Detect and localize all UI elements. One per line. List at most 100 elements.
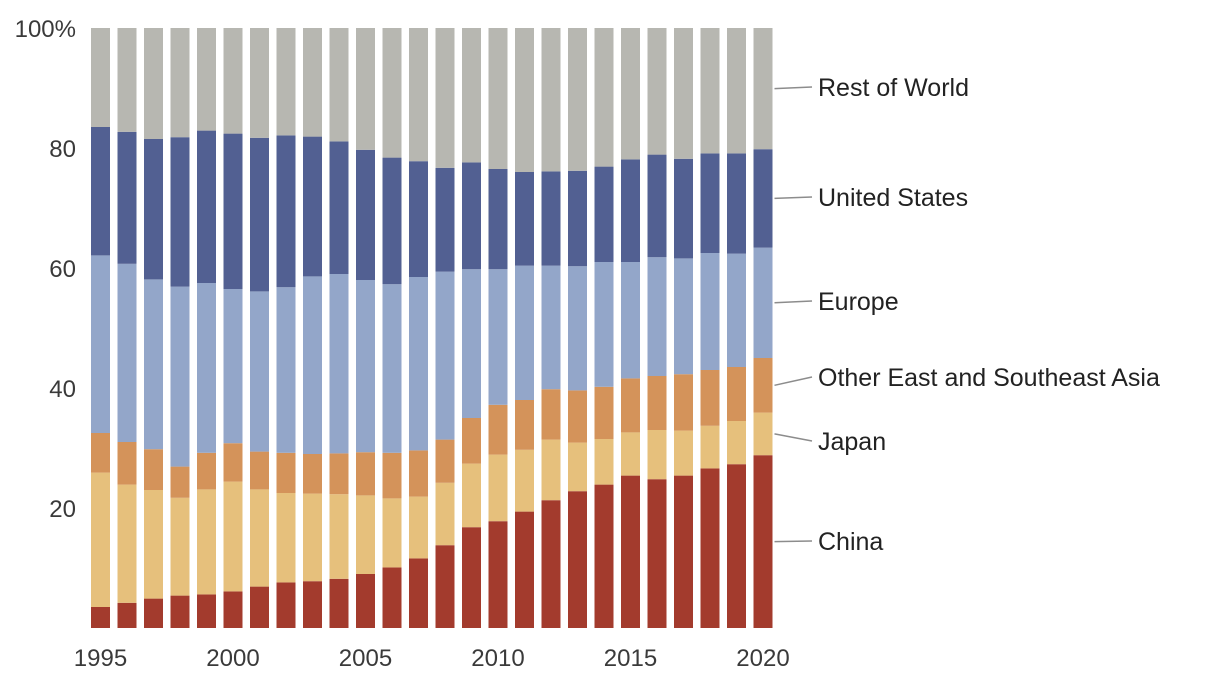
bar-europe-1999 bbox=[197, 283, 216, 453]
bar-other-east-and-southeast-asia-2012 bbox=[541, 389, 561, 440]
bar-united-states-1996 bbox=[117, 131, 137, 264]
bar-united-states-2015 bbox=[621, 159, 640, 262]
bar-united-states-2006 bbox=[382, 157, 402, 285]
bar-united-states-2017 bbox=[674, 158, 693, 259]
bar-china-2011 bbox=[515, 511, 534, 628]
bar-other-east-and-southeast-asia-1995 bbox=[91, 433, 110, 473]
bar-rest-of-world-2013 bbox=[568, 28, 587, 171]
bar-china-1996 bbox=[117, 602, 137, 628]
bar-rest-of-world-2009 bbox=[462, 28, 481, 163]
bar-europe-2019 bbox=[727, 253, 746, 367]
y-tick-label: 20 bbox=[49, 496, 76, 523]
bar-rest-of-world-1997 bbox=[144, 28, 163, 139]
bar-japan-2019 bbox=[727, 421, 746, 465]
x-tick-label: 2020 bbox=[736, 645, 789, 672]
bar-united-states-2020 bbox=[753, 149, 773, 248]
bar-china-2009 bbox=[462, 527, 481, 628]
bar-japan-1997 bbox=[144, 490, 163, 599]
bar-rest-of-world-2018 bbox=[700, 28, 720, 154]
bar-china-1999 bbox=[197, 594, 216, 628]
bar-europe-2004 bbox=[329, 274, 349, 454]
bar-united-states-2001 bbox=[250, 137, 269, 292]
bar-rest-of-world-1998 bbox=[170, 28, 190, 138]
bar-united-states-1999 bbox=[197, 130, 216, 283]
bar-china-2015 bbox=[621, 475, 640, 628]
bar-united-states-2005 bbox=[356, 149, 375, 280]
legend-leader-japan bbox=[774, 433, 813, 442]
bar-europe-1995 bbox=[91, 255, 110, 433]
bar-japan-2003 bbox=[303, 493, 322, 582]
bar-united-states-2016 bbox=[647, 154, 667, 258]
bar-rest-of-world-1999 bbox=[197, 28, 216, 131]
bar-europe-2000 bbox=[223, 289, 243, 444]
bar-japan-2017 bbox=[674, 430, 693, 476]
bar-europe-1998 bbox=[170, 286, 190, 467]
bar-china-2010 bbox=[488, 521, 508, 628]
bar-japan-2013 bbox=[568, 442, 587, 492]
bar-united-states-2011 bbox=[515, 172, 534, 266]
bar-china-2018 bbox=[700, 468, 720, 628]
bar-china-2016 bbox=[647, 479, 667, 628]
bar-japan-2008 bbox=[435, 482, 455, 546]
bar-japan-2012 bbox=[541, 439, 561, 501]
bar-rest-of-world-2008 bbox=[435, 28, 455, 168]
bar-japan-1999 bbox=[197, 489, 216, 595]
bar-rest-of-world-2003 bbox=[303, 28, 322, 137]
bar-other-east-and-southeast-asia-2002 bbox=[276, 452, 296, 493]
bar-japan-2020 bbox=[753, 412, 773, 456]
legend-leader-united-states bbox=[774, 196, 813, 200]
x-tick-label: 2010 bbox=[471, 645, 524, 672]
bar-china-1997 bbox=[144, 598, 163, 628]
bar-japan-2007 bbox=[409, 496, 428, 559]
bar-china-2003 bbox=[303, 581, 322, 628]
bar-europe-2013 bbox=[568, 266, 587, 391]
bar-other-east-and-southeast-asia-2019 bbox=[727, 367, 746, 421]
bar-japan-2001 bbox=[250, 489, 269, 587]
x-axis-tick-labels: 1995 2000 2005 2010 2015 2020 bbox=[74, 645, 790, 672]
bar-other-east-and-southeast-asia-1997 bbox=[144, 449, 163, 490]
y-tick-label: 40 bbox=[49, 376, 76, 403]
bar-europe-2014 bbox=[594, 262, 614, 387]
bar-japan-2016 bbox=[647, 430, 667, 480]
bar-rest-of-world-2001 bbox=[250, 28, 269, 138]
bar-united-states-2014 bbox=[594, 166, 614, 262]
bar-rest-of-world-1995 bbox=[91, 28, 110, 127]
x-tick-label: 2000 bbox=[206, 645, 259, 672]
bar-china-2017 bbox=[674, 475, 693, 628]
bar-united-states-2007 bbox=[409, 161, 428, 277]
legend-leader-china bbox=[774, 540, 813, 543]
bar-united-states-2019 bbox=[727, 153, 746, 254]
bar-united-states-1995 bbox=[91, 127, 110, 256]
bar-europe-1996 bbox=[117, 263, 137, 442]
bar-rest-of-world-2004 bbox=[329, 28, 349, 142]
bar-europe-2007 bbox=[409, 277, 428, 451]
bar-europe-2006 bbox=[382, 284, 402, 453]
bar-other-east-and-southeast-asia-2018 bbox=[700, 370, 720, 426]
bar-europe-2003 bbox=[303, 276, 322, 454]
bar-japan-2014 bbox=[594, 439, 614, 485]
bar-china-2019 bbox=[727, 464, 746, 628]
bar-japan-2004 bbox=[329, 494, 349, 579]
x-tick-label: 1995 bbox=[74, 645, 127, 672]
bar-europe-2020 bbox=[753, 247, 773, 358]
bar-other-east-and-southeast-asia-2014 bbox=[594, 386, 614, 439]
bar-japan-2010 bbox=[488, 454, 508, 522]
bar-europe-2016 bbox=[647, 257, 667, 376]
y-tick-label: 60 bbox=[49, 256, 76, 283]
bar-europe-2012 bbox=[541, 265, 561, 390]
y-tick-label: 100% bbox=[15, 16, 76, 43]
legend-label-other-east-and-southeast-asia: Other East and Southeast Asia bbox=[818, 364, 1160, 392]
bar-europe-2010 bbox=[488, 269, 508, 405]
bar-europe-2009 bbox=[462, 269, 481, 418]
bar-other-east-and-southeast-asia-2020 bbox=[753, 358, 773, 413]
bar-other-east-and-southeast-asia-1998 bbox=[170, 466, 190, 498]
bar-other-east-and-southeast-asia-2000 bbox=[223, 443, 243, 482]
bar-united-states-2012 bbox=[541, 171, 561, 266]
bar-united-states-2013 bbox=[568, 170, 587, 267]
bar-japan-2002 bbox=[276, 493, 296, 583]
bar-japan-2018 bbox=[700, 425, 720, 469]
bar-china-2001 bbox=[250, 586, 269, 628]
bar-europe-2005 bbox=[356, 280, 375, 453]
bar-united-states-2009 bbox=[462, 162, 481, 270]
legend-label-rest-of-world: Rest of World bbox=[818, 74, 969, 102]
